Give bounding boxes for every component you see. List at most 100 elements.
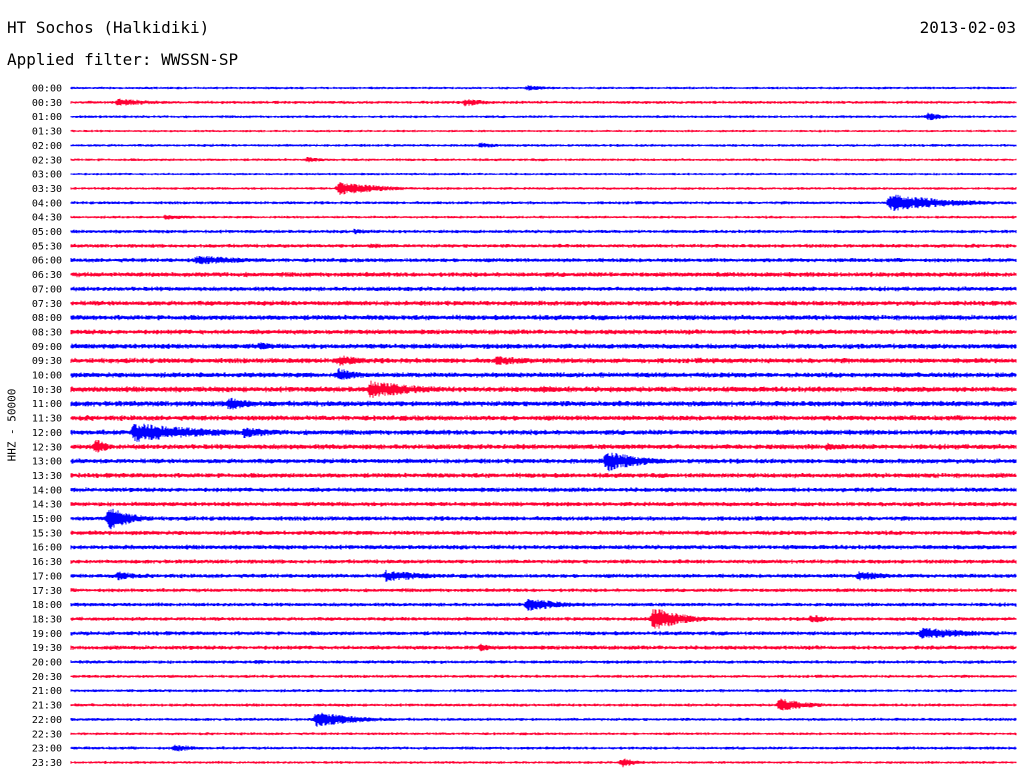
row-time-label: 12:30 bbox=[32, 442, 62, 453]
trace-row bbox=[70, 314, 1017, 321]
row-time-label: 17:30 bbox=[32, 586, 62, 597]
row-time-label: 13:00 bbox=[32, 457, 62, 468]
trace-row bbox=[70, 487, 1017, 493]
row-time-label: 03:00 bbox=[32, 170, 62, 181]
row-time-label: 23:30 bbox=[32, 758, 62, 769]
row-time-label: 11:30 bbox=[32, 414, 62, 425]
trace-row bbox=[70, 599, 1017, 611]
trace-row bbox=[70, 397, 1017, 410]
trace-row bbox=[70, 300, 1017, 306]
trace-row bbox=[70, 355, 1017, 366]
row-time-label: 03:30 bbox=[32, 184, 62, 195]
row-time-label: 09:30 bbox=[32, 356, 62, 367]
row-time-label: 21:30 bbox=[32, 701, 62, 712]
trace-row bbox=[70, 112, 1017, 121]
row-time-label: 09:00 bbox=[32, 342, 62, 353]
trace-row bbox=[70, 559, 1017, 564]
trace-row bbox=[70, 85, 1017, 91]
row-time-label: 20:00 bbox=[32, 658, 62, 669]
trace-row bbox=[70, 129, 1017, 133]
row-time-label: 04:00 bbox=[32, 198, 62, 209]
row-time-label: 10:00 bbox=[32, 371, 62, 382]
trace-row bbox=[70, 256, 1017, 265]
row-time-label: 02:30 bbox=[32, 155, 62, 166]
trace-row bbox=[70, 698, 1017, 711]
trace-row bbox=[70, 342, 1017, 350]
trace-row bbox=[70, 182, 1017, 195]
trace-row bbox=[70, 660, 1017, 665]
row-time-label: 20:30 bbox=[32, 672, 62, 683]
row-time-label: 15:30 bbox=[32, 528, 62, 539]
row-time-label: 08:30 bbox=[32, 327, 62, 338]
trace-row bbox=[70, 627, 1017, 639]
row-time-label: 11:00 bbox=[32, 399, 62, 410]
row-time-label: 07:00 bbox=[32, 284, 62, 295]
trace-row bbox=[70, 243, 1017, 249]
row-time-label: 23:00 bbox=[32, 744, 62, 755]
row-time-label: 19:30 bbox=[32, 643, 62, 654]
row-time-label: 22:30 bbox=[32, 729, 62, 740]
trace-row bbox=[70, 157, 1017, 163]
trace-row bbox=[70, 271, 1017, 278]
row-time-label: 17:00 bbox=[32, 571, 62, 582]
trace-row bbox=[70, 368, 1017, 380]
trace-row bbox=[70, 329, 1017, 335]
trace-row bbox=[70, 530, 1017, 536]
trace-row bbox=[70, 214, 1017, 220]
trace-row bbox=[70, 440, 1017, 453]
row-time-label: 00:30 bbox=[32, 98, 62, 109]
row-time-label: 16:00 bbox=[32, 543, 62, 554]
row-time-label: 14:30 bbox=[32, 500, 62, 511]
row-time-label: 04:30 bbox=[32, 213, 62, 224]
row-time-label: 22:00 bbox=[32, 715, 62, 726]
trace-row bbox=[70, 98, 1017, 107]
trace-row bbox=[70, 452, 1017, 472]
trace-row bbox=[70, 286, 1017, 292]
row-time-label: 18:30 bbox=[32, 614, 62, 625]
row-time-label: 18:00 bbox=[32, 600, 62, 611]
trace-row bbox=[70, 732, 1017, 736]
row-time-label: 07:30 bbox=[32, 299, 62, 310]
trace-row bbox=[70, 423, 1017, 442]
trace-row bbox=[70, 228, 1017, 235]
trace-row bbox=[70, 758, 1017, 768]
row-time-label: 13:30 bbox=[32, 471, 62, 482]
trace-row bbox=[70, 544, 1017, 550]
row-time-label: 21:00 bbox=[32, 686, 62, 697]
row-time-label: 10:30 bbox=[32, 385, 62, 396]
row-time-label: 06:00 bbox=[32, 256, 62, 267]
row-time-label: 12:00 bbox=[32, 428, 62, 439]
trace-row bbox=[70, 194, 1017, 211]
row-time-label: 01:30 bbox=[32, 127, 62, 138]
trace-row bbox=[70, 380, 1017, 398]
row-time-label: 01:00 bbox=[32, 112, 62, 123]
trace-row bbox=[70, 472, 1017, 479]
trace-row bbox=[70, 712, 1017, 727]
row-time-label: 05:30 bbox=[32, 241, 62, 252]
row-time-label: 14:00 bbox=[32, 485, 62, 496]
row-time-label: 02:00 bbox=[32, 141, 62, 152]
trace-row bbox=[70, 172, 1017, 176]
row-time-label: 19:00 bbox=[32, 629, 62, 640]
trace-row bbox=[70, 609, 1017, 629]
row-time-label: 16:30 bbox=[32, 557, 62, 568]
row-time-label: 05:00 bbox=[32, 227, 62, 238]
station-title: HT Sochos (Halkidiki) bbox=[7, 18, 210, 37]
row-time-label: 15:00 bbox=[32, 514, 62, 525]
trace-row bbox=[70, 508, 1017, 530]
filter-label: Applied filter: WWSSN-SP bbox=[7, 50, 239, 69]
trace-row bbox=[70, 674, 1017, 679]
trace-row bbox=[70, 643, 1017, 652]
date-label: 2013-02-03 bbox=[919, 18, 1016, 37]
trace-row bbox=[70, 415, 1017, 421]
row-time-label: 08:00 bbox=[32, 313, 62, 324]
row-time-label: 06:30 bbox=[32, 270, 62, 281]
row-time-label: 00:00 bbox=[32, 84, 62, 95]
trace-row bbox=[70, 569, 1017, 582]
trace-row bbox=[70, 588, 1017, 593]
trace-row bbox=[70, 744, 1017, 752]
trace-row bbox=[70, 142, 1017, 148]
trace-row bbox=[70, 688, 1017, 693]
trace-row bbox=[70, 501, 1017, 507]
